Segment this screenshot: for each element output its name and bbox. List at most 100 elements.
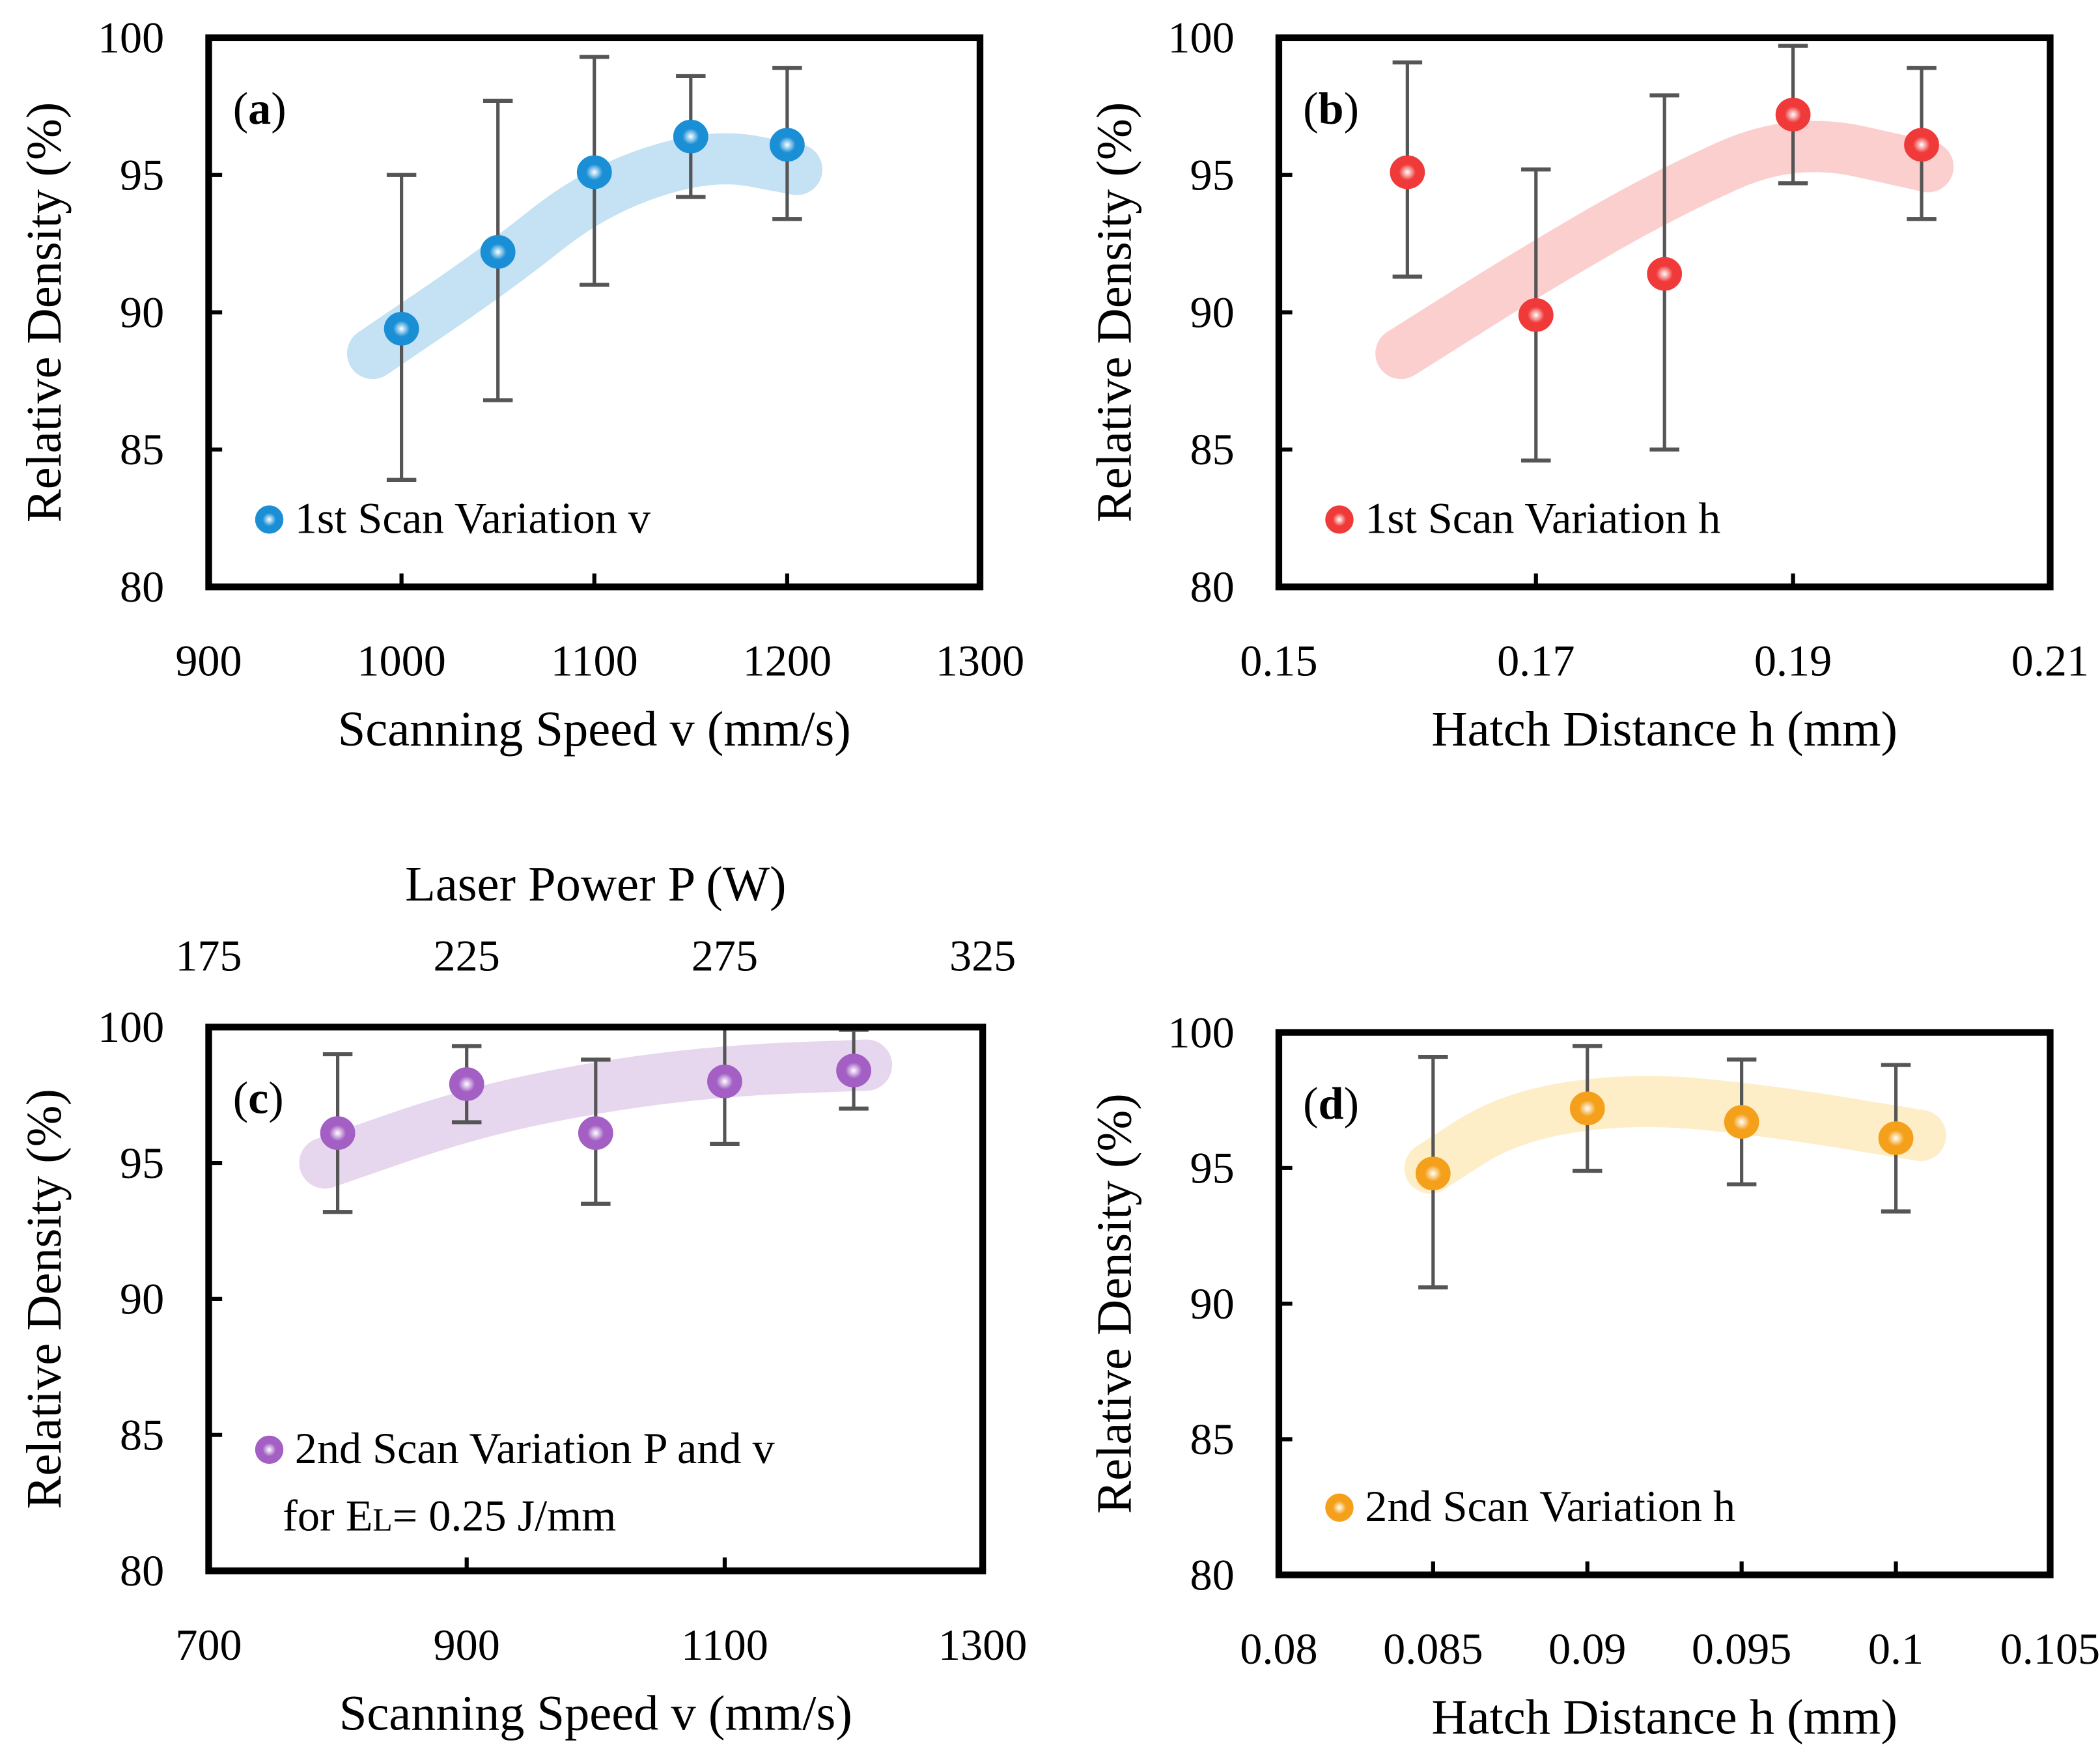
legend-marker (1325, 1493, 1354, 1522)
x-tick-label: 0.19 (1754, 636, 1832, 686)
data-point (1390, 155, 1425, 189)
panel-label-close: ) (1344, 83, 1359, 134)
x2-tick-label: 325 (949, 930, 1016, 980)
y-tick-label: 90 (120, 287, 164, 337)
x-tick-label: 0.21 (2011, 636, 2089, 686)
y-tick-label: 85 (1190, 1414, 1235, 1464)
y-tick-label: 85 (120, 1410, 164, 1459)
x-axis-label: Hatch Distance h (mm) (1431, 1690, 1897, 1745)
y-tick-label: 85 (1190, 425, 1235, 474)
y-tick-label: 85 (120, 425, 164, 474)
panel-d: 80 85 90 95 100 0.08 0.085 0.09 0.095 0.1 0.105 Hat… (1087, 1007, 2100, 1744)
x-tick-label: 1000 (357, 636, 445, 686)
x-tick-label: 0.15 (1240, 636, 1317, 686)
x-tick-label: 700 (175, 1620, 242, 1670)
legend-line2-subscript: L (372, 1502, 392, 1537)
x-axis-label: Scanning Speed v (mm/s) (338, 701, 851, 757)
panel-label-letter: c (248, 1073, 268, 1124)
y-tick-label: 90 (120, 1274, 164, 1324)
y-tick-label: 80 (1190, 1550, 1235, 1599)
data-point (707, 1064, 742, 1098)
y-tick-label: 100 (98, 1002, 164, 1052)
data-point (1724, 1105, 1759, 1139)
y-tick-label: 95 (1190, 150, 1235, 199)
legend-marker (255, 505, 284, 534)
panel-label: (d) (1303, 1078, 1359, 1129)
data-point (769, 128, 805, 162)
x-tick-label: 1300 (938, 1620, 1027, 1670)
x2-tick-label: 225 (434, 930, 500, 980)
y-tick-label: 90 (1190, 1279, 1235, 1328)
x-tick-label: 0.095 (1692, 1624, 1791, 1673)
x-tick-label: 0.09 (1548, 1624, 1626, 1673)
y-tick-label: 95 (120, 150, 164, 199)
trend-band (1404, 1076, 1946, 1194)
legend-line2-prefix: for E (283, 1490, 372, 1540)
data-point (836, 1054, 871, 1087)
panel-label: (c) (233, 1073, 284, 1124)
panel-label-letter: b (1319, 83, 1344, 134)
data-point (1647, 257, 1683, 291)
y-tick-label: 100 (1168, 13, 1234, 63)
y-axis-label: Relative Density (%) (16, 1089, 72, 1509)
legend-marker (255, 1435, 284, 1464)
data-point (449, 1067, 484, 1101)
legend-marker (1325, 505, 1354, 534)
x-tick-label: 1100 (681, 1620, 768, 1670)
data-point (1569, 1091, 1605, 1126)
y-tick-label: 95 (120, 1138, 164, 1188)
y-axis-label: Relative Density (%) (1087, 1093, 1142, 1514)
x-tick-label: 900 (175, 636, 242, 686)
x-tick-label: 0.105 (2000, 1624, 2100, 1673)
panel-label-open: ( (233, 83, 248, 134)
panel-b: 80 85 90 95 100 0.15 0.17 0.19 0.21 Hatch Distanc… (1087, 13, 2090, 757)
x-tick-label: 1300 (936, 636, 1024, 686)
data-point (673, 119, 708, 154)
x2-tick-label: 275 (692, 930, 758, 980)
y-tick-label: 100 (98, 13, 164, 63)
data-point (1775, 98, 1811, 132)
x-axis-label: Hatch Distance h (mm) (1431, 701, 1897, 757)
legend-line2-suffix: = 0.25 J/mm (393, 1490, 617, 1540)
legend-label: 1st Scan Variation h (1365, 494, 1720, 543)
panel-a: 80 85 90 95 100 900 1000 1100 1200 1300 Scanning S… (16, 13, 1024, 757)
data-point (1904, 128, 1939, 162)
data-point (578, 1116, 613, 1150)
y-tick-label: 100 (1168, 1007, 1234, 1057)
y-axis-label: Relative Density (%) (16, 102, 72, 523)
panel-label-letter: a (248, 83, 271, 134)
x-tick-label: 1100 (551, 636, 638, 686)
x-tick-label: 1200 (743, 636, 832, 686)
panel-label-open: ( (1303, 1078, 1318, 1129)
panel-label-close: ) (271, 83, 286, 134)
data-point (1878, 1121, 1914, 1155)
panel-label: (b) (1303, 83, 1359, 134)
legend-label: 2nd Scan Variation P and v (295, 1423, 776, 1473)
panel-label-letter: d (1319, 1078, 1344, 1129)
panel-c: 80 85 90 95 100 700 900 1100 1300 175 225 275 325 Las… (16, 856, 1027, 1741)
panel-label-close: ) (1344, 1078, 1359, 1129)
y-tick-label: 80 (1190, 562, 1235, 611)
y-tick-label: 80 (120, 562, 164, 611)
legend-label: 1st Scan Variation v (295, 494, 651, 543)
trend-band (346, 133, 822, 380)
panel-label-open: ( (233, 1073, 248, 1124)
legend-label: 2nd Scan Variation h (1365, 1481, 1735, 1531)
y-axis-label: Relative Density (%) (1087, 102, 1142, 523)
x-tick-label: 0.1 (1868, 1624, 1924, 1673)
x-axis-label: Scanning Speed v (mm/s) (339, 1685, 852, 1741)
legend-label-line2: for EL= 0.25 J/mm (283, 1490, 616, 1540)
data-point (480, 234, 516, 269)
trend-band (1375, 120, 1954, 380)
panel-label-close: ) (268, 1073, 283, 1124)
panel-label-open: ( (1303, 83, 1318, 134)
x2-tick-label: 175 (175, 930, 242, 980)
y-tick-label: 80 (120, 1546, 164, 1595)
x-tick-label: 900 (434, 1620, 500, 1670)
data-point (384, 312, 419, 346)
x2-axis-label: Laser Power P (W) (405, 856, 786, 912)
data-point (1415, 1156, 1451, 1191)
panel-label: (a) (233, 83, 287, 134)
data-point (576, 155, 612, 189)
